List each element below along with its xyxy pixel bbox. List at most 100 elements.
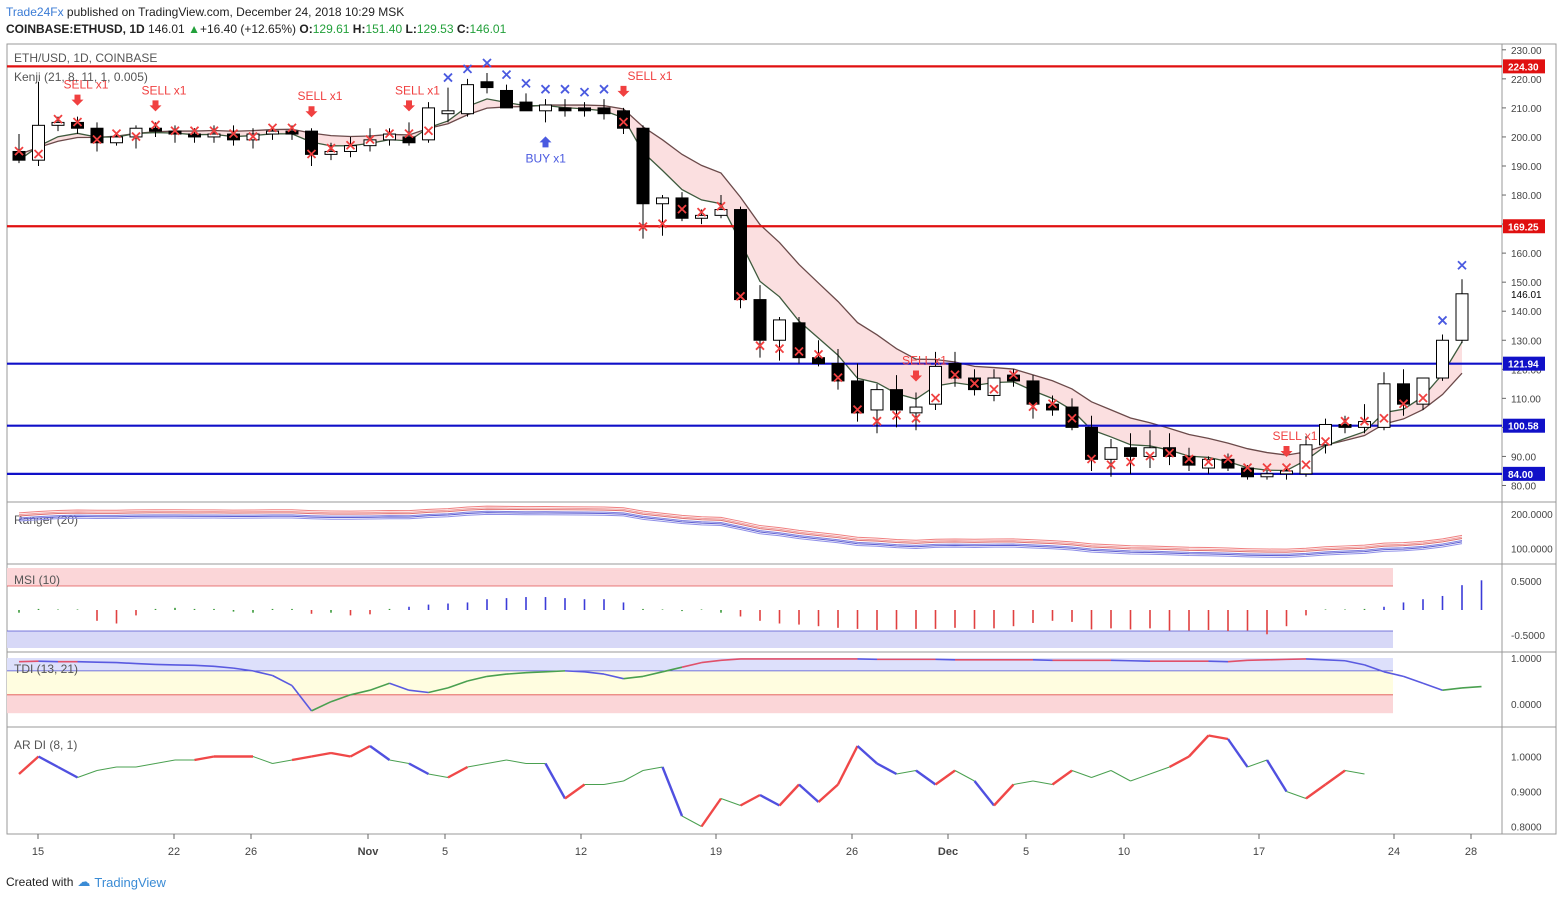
publisher-link[interactable]: Trade24Fx: [6, 5, 64, 19]
ardi-line-segment: [467, 763, 488, 768]
tradingview-link[interactable]: TradingView: [94, 874, 166, 890]
ardi-line-segment: [915, 769, 937, 786]
signal-x-marker: [462, 64, 473, 74]
candle-body: [597, 107, 611, 115]
tdi-line-segment: [350, 689, 371, 696]
signal-x-marker: [228, 129, 239, 139]
candle-body: [519, 101, 533, 112]
price-tick-label: 220.00: [1511, 75, 1542, 86]
signal-x-marker: [1398, 399, 1409, 409]
candle-body: [539, 104, 552, 112]
level-label-bg: [1503, 59, 1545, 74]
tdi-line-segment: [272, 674, 293, 687]
signal-x-marker: [443, 72, 453, 83]
ardi-line-segment: [993, 783, 1015, 807]
ardi-tick-label: 0.9000: [1511, 788, 1542, 799]
sell-arrow-icon: [910, 370, 922, 382]
tdi-lower-zone: [7, 694, 1393, 714]
signal-x-marker: [950, 370, 960, 380]
candle-body: [51, 121, 65, 126]
tdi-line-segment: [1383, 671, 1404, 678]
msi-upper-zone: [7, 568, 1393, 586]
signal-x-marker: [1242, 463, 1253, 473]
candle-body: [1416, 377, 1430, 405]
signal-x-marker: [618, 117, 629, 127]
signal-x-marker: [1125, 457, 1136, 467]
candle-body: [753, 299, 767, 341]
buy-arrow-icon: [539, 136, 552, 148]
sell-arrow-icon: [617, 85, 630, 97]
price-tick-label: 210.00: [1511, 104, 1542, 115]
low-label: L:: [405, 22, 417, 36]
created-with-label: Created with: [6, 875, 74, 889]
chart-area[interactable]: 80.0090.00100.00110.00120.00130.00140.00…: [0, 0, 1565, 870]
candle-body: [1026, 380, 1040, 405]
candle-body: [1299, 444, 1313, 475]
tdi-line-segment: [545, 670, 566, 673]
tdi-line-segment: [623, 675, 644, 680]
time-tick-label: 28: [1465, 846, 1477, 858]
signal-x-marker: [1086, 454, 1097, 464]
ardi-line-segment: [954, 770, 975, 782]
sell-arrow-icon: [403, 100, 415, 112]
buy-signal-label: BUY x1: [526, 151, 567, 165]
ardi-line-segment: [836, 745, 859, 786]
signal-x-marker: [560, 84, 570, 94]
signal-x-marker: [1301, 460, 1311, 470]
ardi-line-segment: [1130, 773, 1151, 782]
signal-x-marker: [92, 134, 102, 145]
candle-body: [714, 209, 728, 216]
signal-x-marker: [1379, 413, 1389, 423]
tdi-line-segment: [467, 675, 488, 682]
tdi-line-segment: [447, 680, 468, 689]
published-text: published on TradingView.com, December 2…: [63, 5, 405, 19]
candle-body: [1377, 383, 1391, 428]
time-tick-label: 12: [575, 846, 587, 858]
ranger-band-line: [18, 508, 1463, 553]
ardi-line-segment: [876, 762, 898, 776]
candle-body: [324, 150, 338, 155]
candle-body: [402, 136, 416, 144]
tdi-line-segment: [662, 666, 683, 673]
signal-x-marker: [1203, 457, 1214, 467]
signal-x-marker: [872, 416, 882, 426]
ranger-band-line: [18, 505, 1463, 550]
candle-body: [831, 362, 845, 382]
signal-x-marker: [209, 126, 219, 136]
candle-body: [461, 84, 474, 115]
msi-tick-label: -0.5000: [1511, 631, 1545, 642]
tdi-mid-zone: [7, 670, 1393, 695]
tdi-line-segment: [603, 673, 624, 680]
tdi-line-segment: [428, 687, 449, 694]
signal-x-marker: [170, 126, 180, 136]
ardi-line-segment: [1071, 770, 1092, 778]
signal-x-marker: [1106, 460, 1116, 470]
candle-body: [1202, 458, 1215, 469]
price-tick-label: 150.00: [1511, 278, 1542, 289]
ardi-line-segment: [369, 745, 391, 761]
tdi-line-segment: [642, 671, 663, 678]
sell-arrow-icon: [1280, 446, 1293, 458]
tdi-line-segment: [194, 664, 215, 668]
ardi-line-segment: [428, 773, 449, 778]
signal-x-marker: [150, 120, 161, 130]
signal-x-marker: [33, 149, 44, 159]
last-price: 146.01: [148, 22, 185, 36]
tdi-line-segment: [681, 661, 702, 668]
ardi-line-segment: [623, 770, 644, 782]
candle-body: [890, 389, 903, 411]
ardi-line-segment: [720, 798, 741, 806]
signal-x-marker: [287, 123, 297, 133]
tdi-line-segment: [1364, 664, 1385, 673]
price-tick-label: 80.00: [1511, 481, 1536, 492]
ardi-line-segment: [896, 770, 917, 775]
candle-body: [1397, 383, 1410, 405]
signal-x-marker: [1359, 416, 1370, 426]
main-pane-title: ETH/USD, 1D, COINBASE: [14, 51, 157, 65]
tdi-line-segment: [116, 661, 137, 665]
ardi-line-segment: [486, 759, 507, 764]
signal-x-marker: [930, 393, 941, 403]
ardi-line-segment: [1013, 780, 1034, 785]
ardi-line-segment: [155, 759, 176, 764]
candle-body: [110, 136, 123, 144]
